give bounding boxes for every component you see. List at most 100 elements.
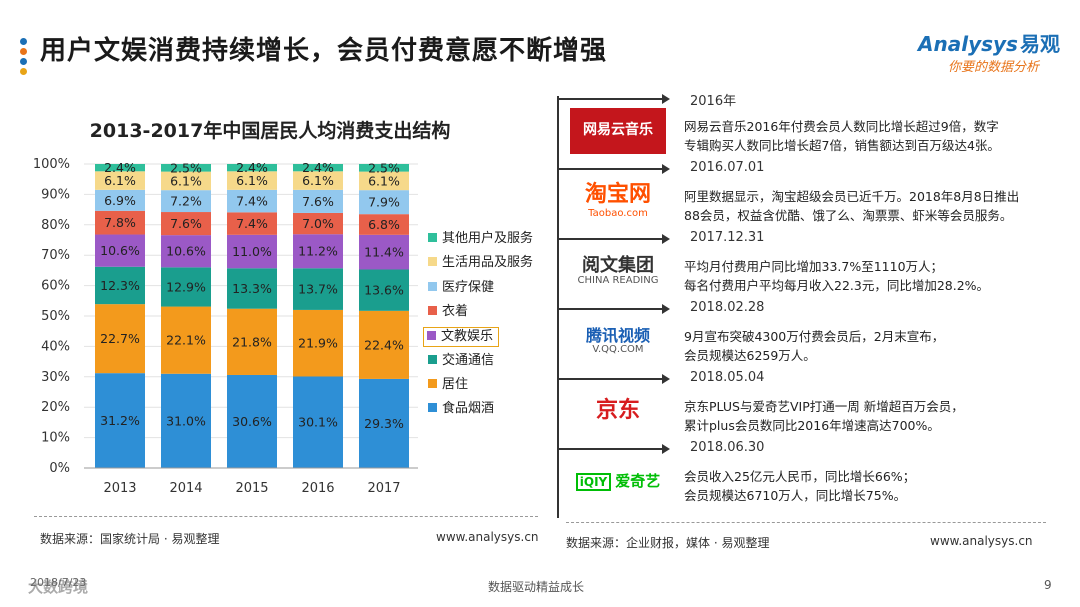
timeline-description-line: 会员规模达6710万人，同比增长75%。 — [684, 488, 907, 503]
company-logo-row: iQIY 爱奇艺 — [575, 471, 661, 491]
timeline-connector — [559, 378, 663, 380]
data-label: 21.9% — [298, 336, 338, 351]
company-logo: 淘宝网 Taobao.com — [570, 178, 666, 224]
bar-segment — [95, 373, 145, 468]
data-label: 31.0% — [166, 413, 206, 428]
company-logo-text: 京东 — [595, 397, 640, 423]
bar-segment — [161, 373, 211, 468]
y-tick-label: 50% — [41, 309, 70, 324]
brand-name-en: Analysys — [918, 32, 1018, 56]
bar-segment — [293, 164, 343, 172]
page-title: 用户文娱消费持续增长，会员付费意愿不断增强 — [40, 36, 608, 66]
legend-item: 居住 — [428, 376, 468, 394]
footer-date: 2018/7/23 — [30, 576, 87, 589]
timeline-description-line: 阿里数据显示，淘宝超级会员已近千万。2018年8月8日推出 — [684, 189, 1020, 204]
legend-item: 食品烟酒 — [428, 400, 494, 418]
timeline-connector — [559, 168, 663, 170]
y-tick-label: 70% — [41, 248, 70, 263]
x-tick-label: 2015 — [235, 481, 268, 496]
bar-segment — [293, 376, 343, 468]
legend-swatch — [428, 354, 437, 364]
legend-label: 生活用品及服务 — [442, 255, 534, 271]
company-logo: 京东 — [570, 388, 666, 434]
left-source-text: 数据来源：国家统计局 · 易观整理 — [40, 532, 220, 546]
right-source-url[interactable]: www.analysys.cn — [930, 534, 1033, 548]
chart-title: 2013-2017年中国居民人均消费支出结构 — [89, 120, 451, 142]
data-label: 7.4% — [236, 194, 268, 209]
bar-segment — [293, 189, 343, 213]
legend-label: 医疗保健 — [442, 279, 495, 295]
legend-label: 居住 — [442, 376, 469, 392]
dot-yellow — [20, 68, 27, 75]
company-logo-text: 阅文集团 — [582, 254, 654, 276]
brand-name-cn: 易观 — [1019, 32, 1060, 56]
legend-swatch — [428, 403, 437, 413]
bar-segment — [95, 266, 145, 305]
dot-blue-2 — [20, 58, 27, 65]
legend-item: 其他用户及服务 — [428, 230, 533, 248]
company-logo: 腾讯视频 V.QQ.COM — [570, 318, 666, 364]
timeline-description-line: 网易云音乐2016年付费会员人数同比增长超过9倍，数字 — [684, 119, 999, 134]
bar-segment — [359, 171, 409, 191]
data-label: 29.3% — [364, 416, 404, 431]
legend-swatch — [428, 257, 437, 267]
y-tick-label: 90% — [41, 187, 70, 202]
timeline-arrow-icon — [662, 374, 670, 384]
x-tick-label: 2017 — [367, 481, 400, 496]
bar-segment — [161, 235, 211, 268]
footer-center-text: 数据驱动精益成长 — [488, 580, 585, 594]
timeline-description-line: 会员规模达6259万人。 — [684, 348, 816, 363]
brand-slogan: 你要的数据分析 — [948, 60, 1040, 75]
data-label: 11.0% — [232, 244, 272, 259]
timeline-description: 9月宣布突破4300万付费会员后，2月末宣布， 会员规模达6259万人。 — [684, 327, 1054, 365]
company-logo-text: 淘宝网 — [584, 182, 651, 208]
data-label: 7.0% — [302, 216, 334, 231]
data-label: 6.9% — [104, 193, 136, 208]
data-label: 2.4% — [302, 160, 334, 175]
data-label: 10.6% — [100, 243, 140, 258]
bar-segment — [359, 234, 409, 270]
bar-segment — [293, 212, 343, 235]
data-label: 21.8% — [232, 334, 272, 349]
bar-segment — [95, 234, 145, 267]
legend-item: 医疗保健 — [428, 279, 494, 297]
left-divider — [34, 516, 538, 517]
chart-bars — [95, 164, 409, 468]
bar-segment — [227, 374, 277, 468]
data-label: 12.3% — [100, 278, 140, 293]
bar-segment — [95, 164, 145, 172]
legend-item: 文教娱乐 — [423, 327, 500, 348]
company-logo-text: 爱奇艺 — [615, 471, 661, 490]
watermark: 大数跨境 — [28, 578, 89, 596]
timeline-date: 2018.02.28 — [690, 300, 765, 315]
y-tick-label: 100% — [33, 157, 70, 172]
timeline-connector — [559, 448, 663, 450]
legend-label: 食品烟酒 — [442, 401, 495, 417]
bar-segment — [161, 267, 211, 307]
bar-segment — [161, 306, 211, 374]
bar-segment — [161, 190, 211, 213]
bar-segment — [227, 268, 277, 309]
page-number: 9 — [1044, 578, 1052, 592]
data-label: 30.6% — [232, 414, 272, 429]
data-label: 7.2% — [170, 194, 202, 209]
timeline-date: 2016年 — [690, 94, 737, 109]
left-source-url[interactable]: www.analysys.cn — [436, 530, 539, 544]
timeline-arrow-icon — [662, 304, 670, 314]
legend-item: 交通通信 — [428, 352, 494, 370]
timeline-date: 2018.05.04 — [690, 370, 765, 385]
legend-swatch — [428, 233, 437, 242]
timeline-description: 会员收入25亿元人民币，同比增长66%； 会员规模达6710万人，同比增长75%。 — [684, 467, 1054, 505]
legend-swatch — [428, 281, 437, 291]
legend-label: 文教娱乐 — [441, 329, 494, 345]
dot-orange — [20, 48, 27, 55]
data-label: 6.1% — [104, 173, 136, 188]
timeline-description: 平均月付费用户同比增加33.7%至1110万人； 每名付费用户平均每月收入22.3… — [684, 257, 1054, 295]
timeline-arrow-icon — [662, 164, 670, 174]
legend-label: 其他用户及服务 — [442, 231, 534, 246]
timeline-description-line: 专辑购买人数同比增长超7倍，销售额达到百万级达4张。 — [684, 138, 1000, 153]
data-label: 7.9% — [368, 195, 400, 210]
bar-segment — [227, 189, 277, 213]
data-label: 6.8% — [368, 217, 400, 232]
data-label: 10.6% — [166, 244, 206, 259]
